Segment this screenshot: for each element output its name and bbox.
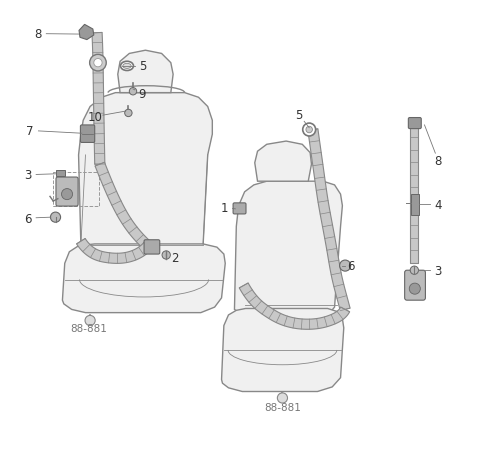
Polygon shape	[308, 130, 350, 311]
Text: 10: 10	[87, 111, 102, 124]
Polygon shape	[222, 309, 344, 392]
Text: 4: 4	[434, 198, 442, 211]
Polygon shape	[239, 283, 349, 330]
Circle shape	[90, 55, 106, 72]
Circle shape	[50, 213, 60, 223]
Text: 7: 7	[26, 125, 34, 138]
FancyBboxPatch shape	[81, 125, 95, 143]
Circle shape	[129, 88, 137, 96]
FancyBboxPatch shape	[408, 118, 421, 129]
Circle shape	[125, 110, 132, 117]
Text: 2: 2	[171, 251, 178, 264]
Text: 3: 3	[24, 169, 32, 182]
Text: 5: 5	[140, 60, 147, 73]
Polygon shape	[118, 51, 173, 94]
Circle shape	[306, 127, 312, 133]
Text: 5: 5	[295, 109, 303, 122]
Circle shape	[94, 59, 102, 68]
Circle shape	[277, 393, 288, 403]
Polygon shape	[79, 94, 212, 257]
Polygon shape	[95, 163, 151, 250]
Text: 88-881: 88-881	[264, 402, 301, 412]
Polygon shape	[79, 25, 94, 40]
Polygon shape	[92, 33, 105, 165]
Text: 8: 8	[434, 155, 442, 168]
FancyBboxPatch shape	[233, 203, 246, 214]
Circle shape	[61, 189, 72, 200]
Bar	[53, 173, 99, 206]
Polygon shape	[255, 142, 312, 182]
Polygon shape	[410, 125, 419, 264]
Ellipse shape	[120, 62, 133, 71]
Circle shape	[162, 251, 170, 260]
Circle shape	[340, 261, 351, 271]
Text: 6: 6	[347, 260, 354, 273]
FancyBboxPatch shape	[56, 178, 78, 206]
Bar	[56, 171, 65, 176]
Text: 88-881: 88-881	[70, 323, 107, 333]
Circle shape	[409, 283, 420, 294]
Text: 9: 9	[138, 88, 146, 101]
Circle shape	[303, 124, 316, 137]
FancyBboxPatch shape	[144, 240, 160, 255]
Circle shape	[85, 316, 95, 326]
Polygon shape	[234, 182, 342, 317]
Circle shape	[410, 267, 419, 275]
Text: 3: 3	[434, 264, 442, 277]
Bar	[411, 194, 419, 215]
Text: 1: 1	[221, 201, 228, 214]
Ellipse shape	[123, 64, 131, 69]
Polygon shape	[62, 244, 225, 313]
Text: 8: 8	[34, 28, 42, 41]
FancyBboxPatch shape	[405, 270, 425, 300]
Polygon shape	[77, 239, 152, 264]
Text: 6: 6	[24, 212, 32, 225]
